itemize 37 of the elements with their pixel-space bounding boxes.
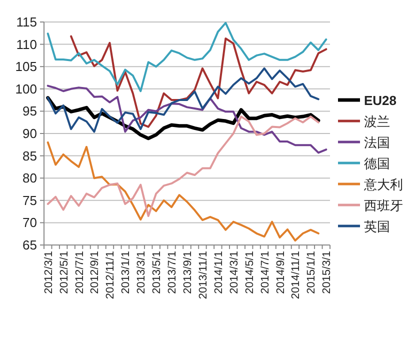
- y-tick-label: 75: [22, 192, 37, 208]
- x-tick-label: 2013/11/1: [197, 251, 210, 300]
- x-tick-label: 2012/11/1: [104, 251, 117, 300]
- x-tick-label: 2013/7/1: [166, 251, 179, 294]
- x-tick-label: 2014/3/1: [228, 251, 240, 294]
- x-tick-label: 2012/3/1: [42, 251, 55, 294]
- legend-label: 英国: [364, 219, 390, 234]
- y-tick-label: 100: [15, 81, 37, 96]
- x-tick-label: 2013/9/1: [182, 251, 194, 294]
- y-tick-label: 80: [22, 170, 37, 186]
- x-tick-label: 2014/1/1: [212, 251, 225, 294]
- legend-label: 法国: [364, 135, 390, 150]
- x-tick-label: 2013/5/1: [151, 251, 164, 294]
- x-tick-label: 2014/5/1: [244, 251, 256, 294]
- x-tick-label: 2012/5/1: [58, 251, 70, 294]
- legend-label: 波兰: [364, 114, 390, 129]
- y-tick-label: 105: [15, 59, 37, 74]
- y-tick-label: 90: [22, 126, 37, 141]
- legend-label: 意大利: [363, 177, 403, 192]
- y-tick-label: 65: [22, 238, 37, 252]
- legend-label: 西班牙: [364, 198, 403, 213]
- y-tick-label: 85: [22, 148, 37, 164]
- x-tick-label: 2012/9/1: [89, 251, 102, 294]
- x-tick-label: 2013/1/1: [120, 251, 132, 294]
- x-tick-label: 2015/1/1: [306, 251, 318, 294]
- y-tick-label: 115: [16, 14, 37, 30]
- x-tick-label: 2015/3/1: [321, 251, 334, 294]
- y-tick-label: 110: [16, 36, 37, 52]
- x-tick-label: 2012/7/1: [74, 251, 86, 294]
- y-tick-label: 95: [22, 104, 37, 119]
- y-tick-label: 70: [22, 215, 37, 230]
- x-tick-label: 2014/9/1: [274, 251, 287, 294]
- legend-label: 德国: [364, 156, 390, 171]
- x-tick-label: 2014/11/1: [290, 251, 302, 300]
- x-tick-label: 2013/3/1: [136, 251, 148, 294]
- legend-label: EU28: [364, 93, 397, 108]
- x-tick-label: 2014/7/1: [259, 251, 272, 294]
